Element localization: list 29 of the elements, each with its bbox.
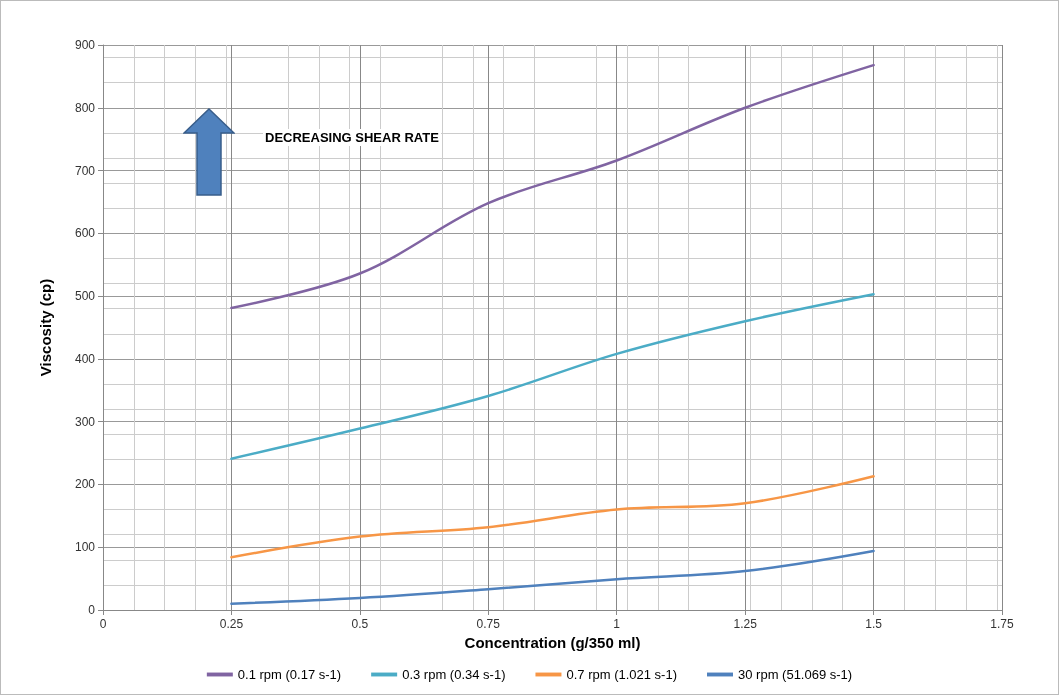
- x-tick-label: 1: [613, 617, 621, 631]
- x-tick-label: 1.25: [733, 617, 758, 631]
- y-tick-label: 900: [74, 38, 96, 52]
- x-tick-label: 0.25: [219, 617, 244, 631]
- x-axis-title: Concentration (g/350 ml): [464, 633, 641, 651]
- x-tick-label: 1.75: [990, 617, 1014, 631]
- x-tick-label: 0: [99, 617, 107, 631]
- y-axis-title: Viscosity (cp): [37, 278, 54, 377]
- line-series: [230, 475, 875, 559]
- y-tick-label: 700: [74, 163, 96, 178]
- y-tick-label: 100: [74, 540, 96, 555]
- legend-label: 0.1 rpm (0.17 s-1): [237, 667, 342, 682]
- annotation: DECREASING SHEAR RATE: [263, 129, 441, 146]
- line-series: [230, 292, 875, 460]
- y-tick-label: 600: [74, 226, 96, 241]
- line-series: [230, 549, 875, 605]
- x-tick-label: 1.5: [865, 617, 883, 631]
- x-tick-label: 0.5: [351, 617, 369, 631]
- y-tick-label: 0: [88, 603, 96, 617]
- legend-label: 0.7 rpm (1.021 s-1): [566, 667, 678, 682]
- y-tick-label: 400: [74, 351, 96, 366]
- y-tick-label: 200: [74, 477, 96, 492]
- y-tick-label: 800: [74, 100, 96, 115]
- line-series: [230, 63, 875, 310]
- y-tick-label: 500: [74, 289, 96, 304]
- legend-label: 30 rpm (51.069 s-1): [738, 667, 853, 682]
- legend-label: 0.3 rpm (0.34 s-1): [402, 667, 506, 682]
- y-tick-label: 300: [74, 414, 96, 429]
- x-tick-label: 0.75: [476, 617, 501, 631]
